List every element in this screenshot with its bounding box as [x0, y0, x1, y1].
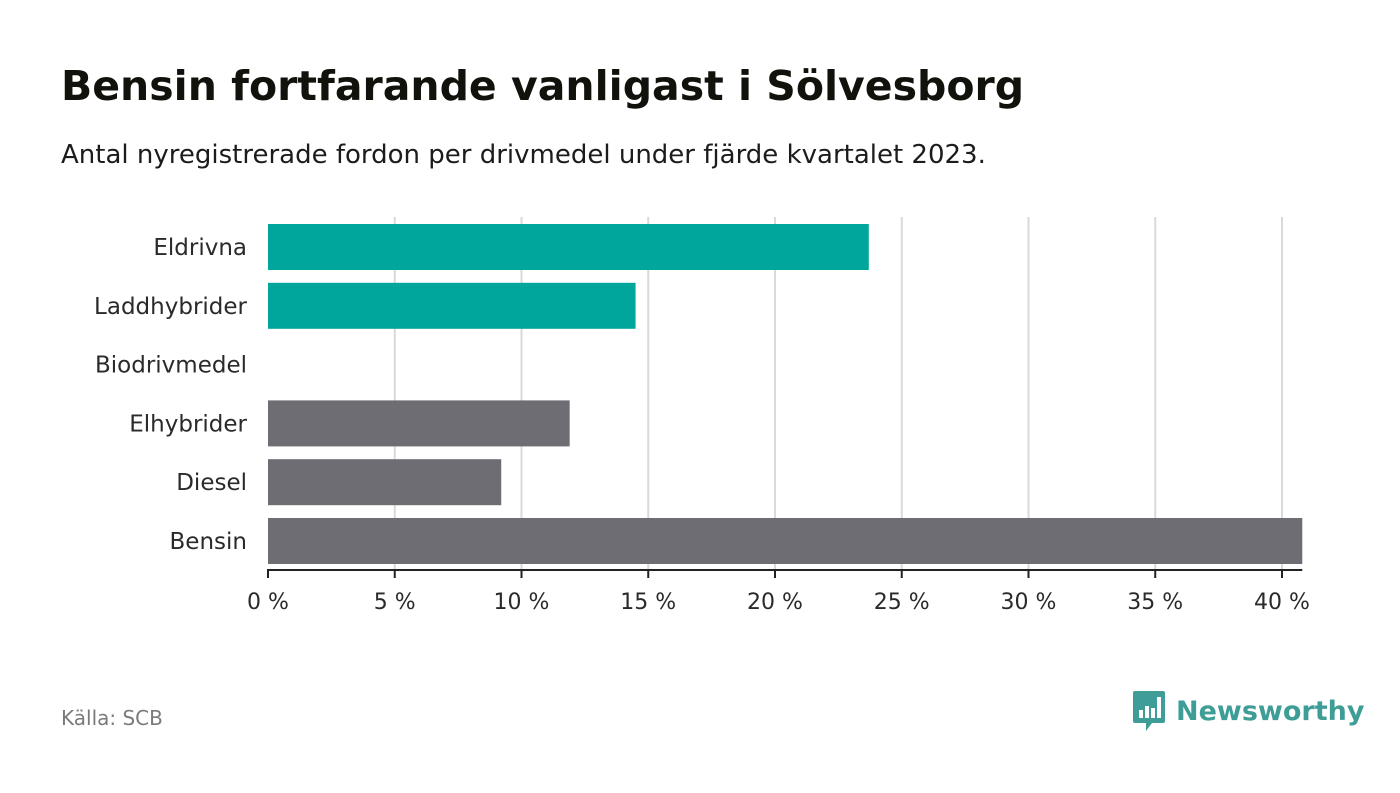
bar-bensin: [268, 518, 1303, 564]
category-label: Eldrivna: [153, 235, 247, 261]
newsworthy-logo-icon: [1133, 691, 1165, 731]
x-tick-label: 5 %: [374, 590, 416, 615]
chart-title: Bensin fortfarande vanligast i Sölvesbor…: [61, 62, 1025, 110]
bar-diesel: [268, 459, 502, 506]
bar-laddhybrider: [268, 282, 636, 329]
x-tick-label: 0 %: [247, 590, 289, 615]
x-tick-label: 40 %: [1254, 590, 1310, 615]
bar-elhybrider: [268, 400, 570, 447]
bar-eldrivna: [268, 224, 869, 270]
x-tick-label: 10 %: [494, 590, 550, 615]
category-label: Biodrivmedel: [95, 353, 247, 379]
x-tick-label: 15 %: [620, 590, 676, 615]
category-label: Laddhybrider: [94, 294, 247, 320]
x-tick-label: 30 %: [1001, 590, 1057, 615]
brand-name: Newsworthy: [1176, 695, 1365, 727]
category-label: Bensin: [170, 529, 247, 555]
x-tick-label: 25 %: [874, 590, 930, 615]
source-note: Källa: SCB: [61, 706, 163, 730]
category-label: Elhybrider: [129, 411, 247, 437]
chart-subtitle: Antal nyregistrerade fordon per drivmede…: [61, 140, 986, 170]
category-label: Diesel: [176, 470, 247, 496]
x-tick-label: 35 %: [1127, 590, 1183, 615]
x-tick-label: 20 %: [747, 590, 803, 615]
brand-logo: Newsworthy: [1132, 690, 1364, 732]
